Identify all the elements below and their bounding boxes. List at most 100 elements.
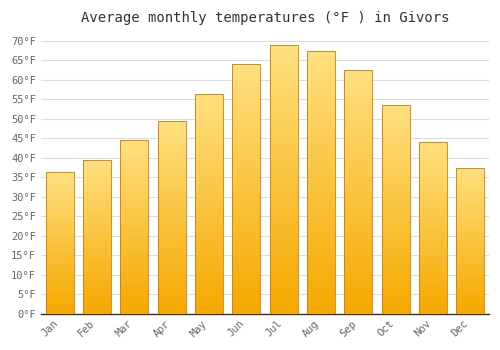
Bar (46, 176, 74, 177)
Bar (83, 288, 111, 289)
Bar (307, 259, 335, 261)
Bar (46, 238, 74, 240)
Bar (120, 218, 148, 220)
Bar (195, 294, 223, 296)
Bar (270, 241, 297, 244)
Bar (232, 244, 260, 246)
Bar (382, 162, 409, 164)
Bar (419, 259, 447, 260)
Bar (344, 168, 372, 170)
Bar (120, 140, 148, 142)
Bar (83, 194, 111, 195)
Bar (120, 296, 148, 298)
Bar (382, 268, 409, 270)
Bar (270, 169, 297, 171)
Bar (382, 180, 409, 182)
Bar (232, 271, 260, 274)
Bar (120, 272, 148, 274)
Bar (270, 252, 297, 254)
Bar (456, 261, 484, 262)
Bar (232, 94, 260, 97)
Bar (270, 99, 297, 101)
Bar (270, 228, 297, 230)
Bar (456, 179, 484, 181)
Bar (456, 271, 484, 273)
Bar (344, 104, 372, 107)
Bar (270, 64, 297, 66)
Bar (120, 251, 148, 253)
Bar (307, 185, 335, 188)
Bar (382, 151, 409, 153)
Bar (270, 110, 297, 112)
Bar (344, 87, 372, 90)
Bar (158, 279, 186, 281)
Bar (195, 193, 223, 195)
Bar (195, 124, 223, 127)
Bar (46, 251, 74, 253)
Bar (158, 123, 186, 125)
Bar (195, 250, 223, 252)
Bar (158, 206, 186, 208)
Bar (232, 152, 260, 154)
Bar (344, 117, 372, 119)
Bar (270, 131, 297, 134)
Bar (456, 228, 484, 229)
Bar (344, 148, 372, 150)
Bar (195, 184, 223, 186)
Bar (344, 190, 372, 192)
Bar (456, 268, 484, 270)
Bar (419, 168, 447, 170)
Bar (83, 254, 111, 255)
Bar (83, 224, 111, 226)
Bar (83, 303, 111, 304)
Bar (232, 286, 260, 289)
Bar (270, 69, 297, 72)
Bar (270, 187, 297, 190)
Bar (344, 270, 372, 272)
Bar (456, 286, 484, 287)
Bar (270, 262, 297, 265)
Bar (158, 293, 186, 294)
Bar (382, 285, 409, 287)
Bar (344, 173, 372, 175)
Bar (195, 252, 223, 254)
Bar (419, 212, 447, 214)
Bar (270, 300, 297, 303)
Bar (270, 152, 297, 155)
Bar (232, 236, 260, 239)
Bar (307, 75, 335, 77)
Bar (382, 160, 409, 162)
Bar (419, 233, 447, 235)
Bar (419, 283, 447, 285)
Bar (120, 258, 148, 260)
Bar (120, 255, 148, 257)
Bar (158, 242, 186, 244)
Bar (456, 245, 484, 246)
Bar (120, 262, 148, 264)
Bar (158, 266, 186, 267)
Bar (419, 182, 447, 183)
Bar (419, 274, 447, 276)
Bar (232, 177, 260, 179)
Bar (232, 224, 260, 226)
Bar (158, 260, 186, 262)
Bar (419, 202, 447, 204)
Bar (307, 148, 335, 150)
Bar (307, 264, 335, 266)
Bar (307, 169, 335, 172)
Bar (120, 193, 148, 194)
Bar (158, 304, 186, 306)
Bar (83, 189, 111, 191)
Bar (46, 204, 74, 206)
Bar (419, 281, 447, 283)
Bar (307, 190, 335, 193)
Bar (83, 164, 111, 166)
Bar (307, 138, 335, 140)
Bar (382, 114, 409, 116)
Bar (46, 305, 74, 307)
Bar (270, 72, 297, 75)
Bar (195, 149, 223, 151)
Bar (158, 312, 186, 314)
Bar (344, 82, 372, 85)
Bar (456, 250, 484, 251)
